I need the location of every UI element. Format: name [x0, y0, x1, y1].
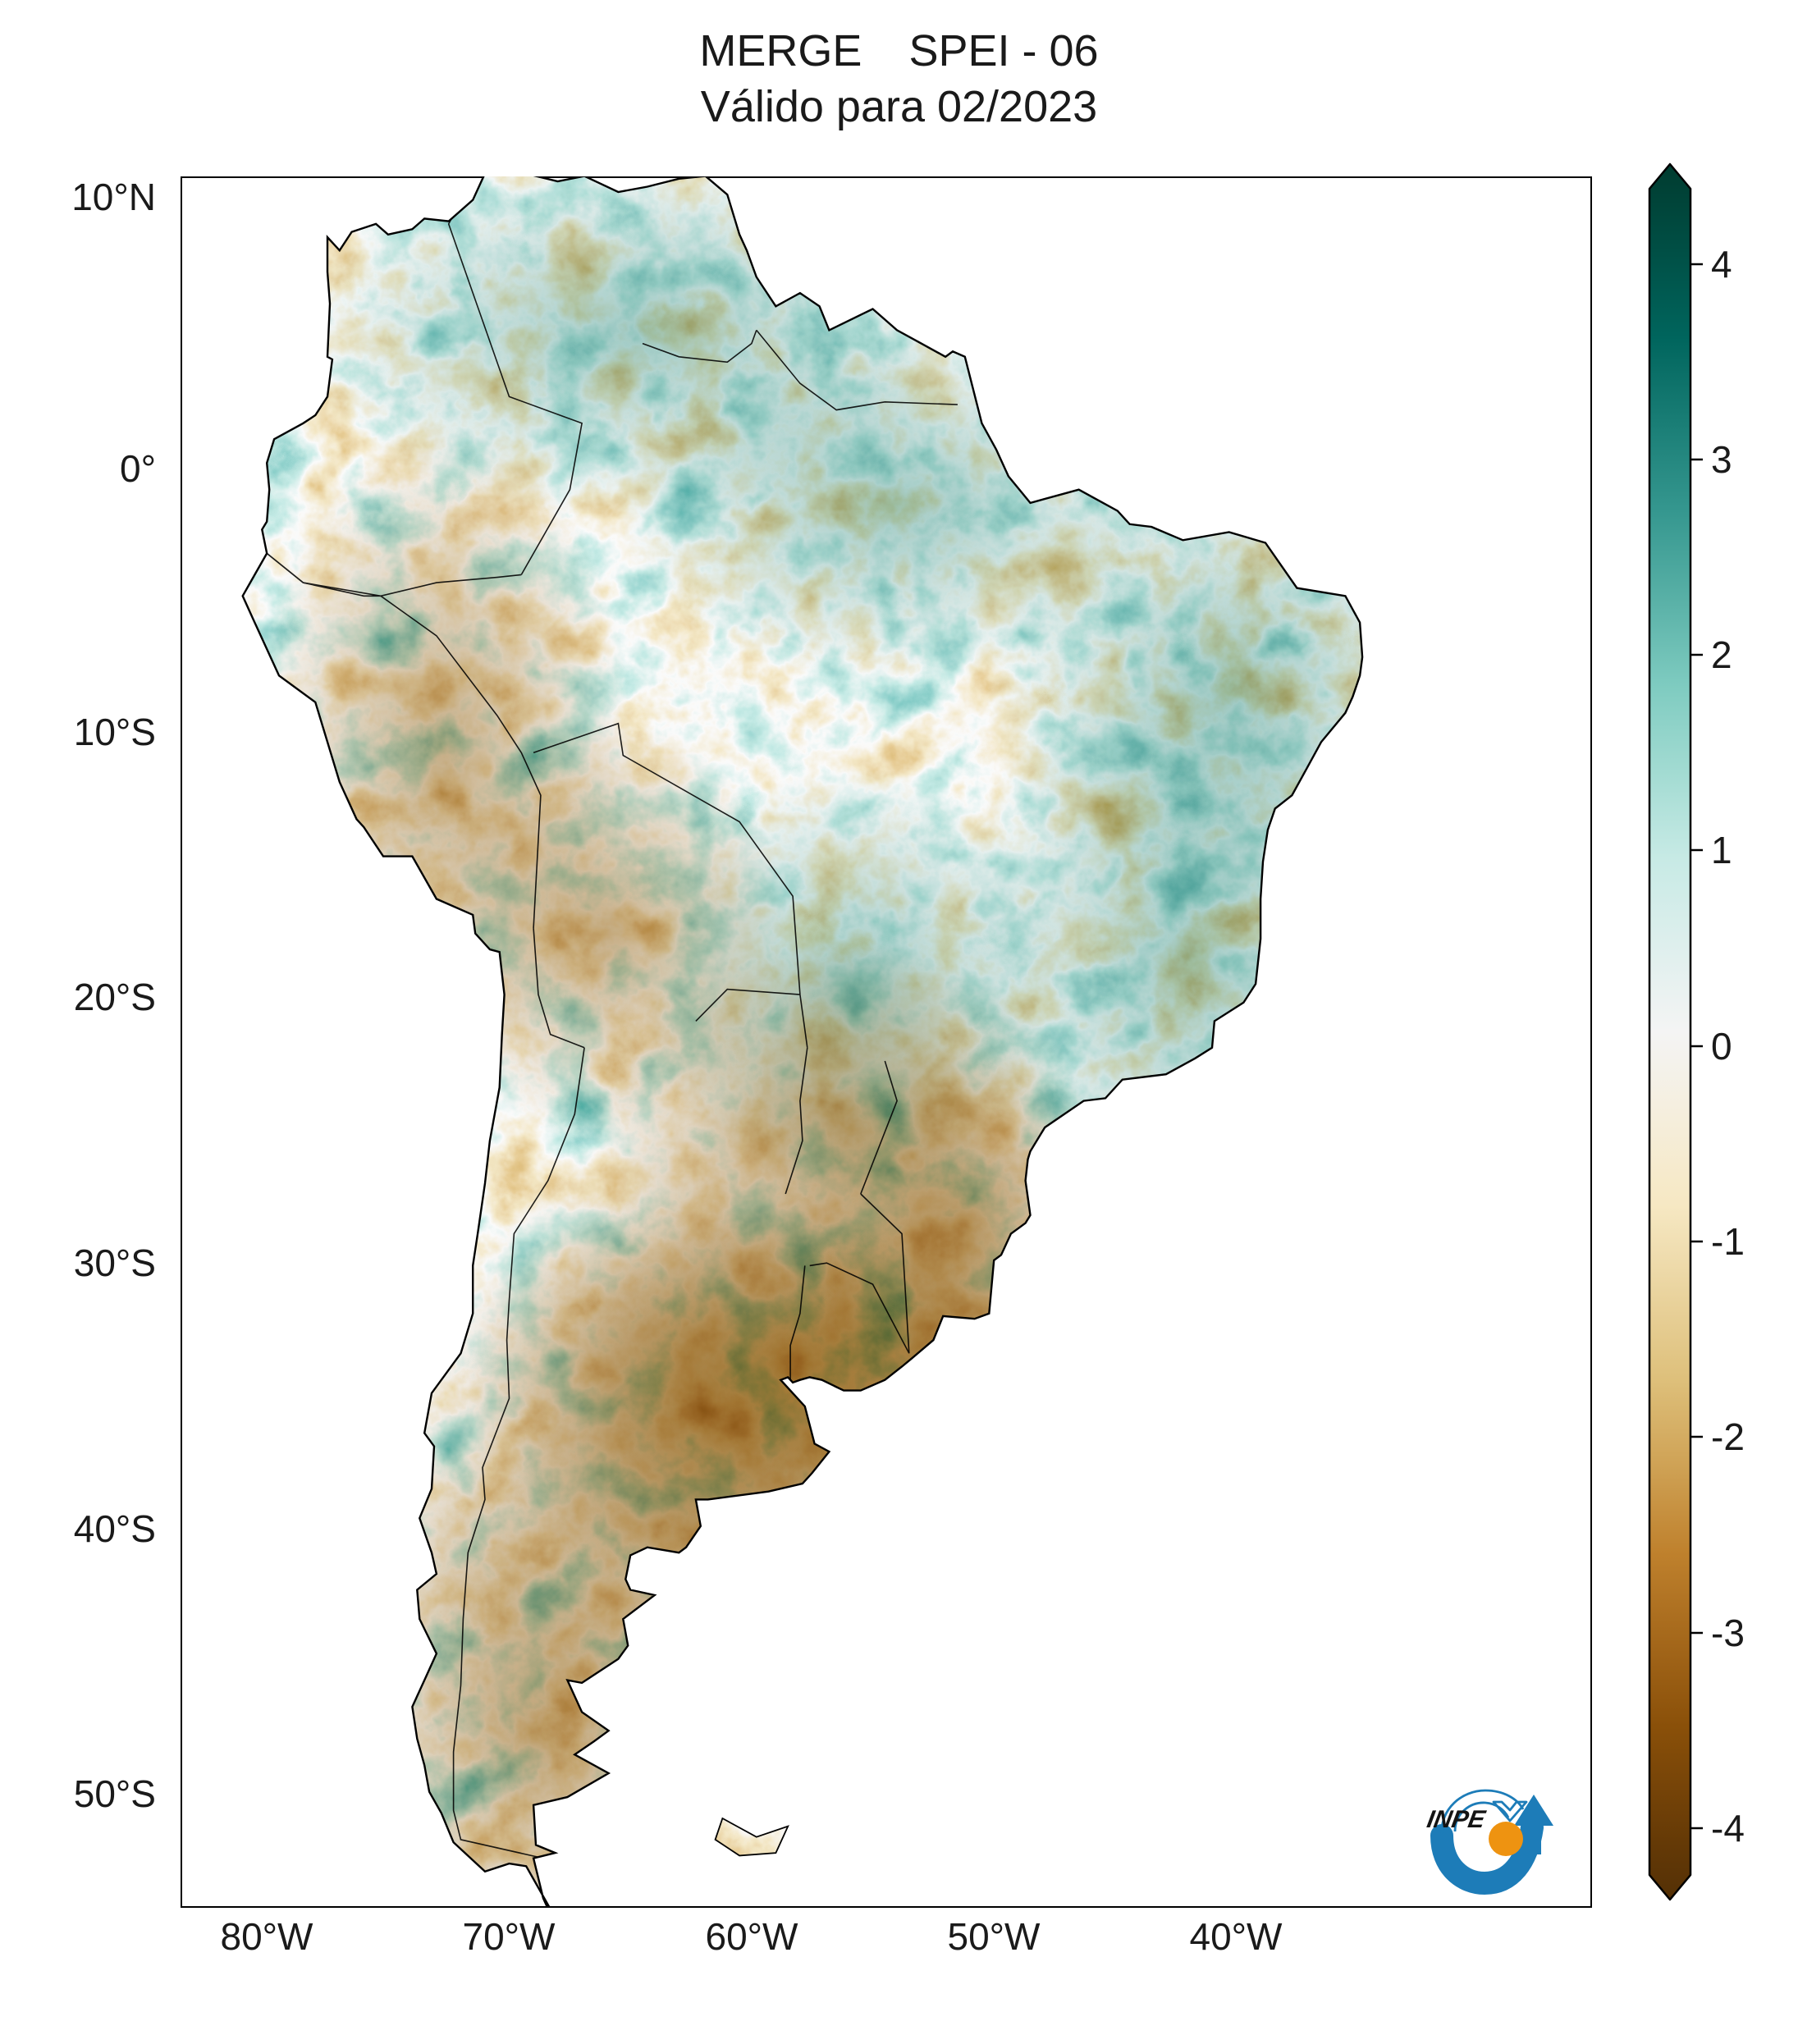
- svg-text:-1: -1: [1711, 1220, 1745, 1263]
- svg-text:2: 2: [1711, 633, 1732, 676]
- svg-text:0: 0: [1711, 1025, 1732, 1068]
- svg-text:1: 1: [1711, 829, 1732, 871]
- svg-text:-3: -3: [1711, 1612, 1745, 1654]
- svg-text:-2: -2: [1711, 1415, 1745, 1458]
- svg-text:3: 3: [1711, 438, 1732, 481]
- svg-text:4: 4: [1711, 243, 1732, 286]
- svg-text:-4: -4: [1711, 1807, 1745, 1850]
- svg-text:INPE: INPE: [1425, 1806, 1488, 1833]
